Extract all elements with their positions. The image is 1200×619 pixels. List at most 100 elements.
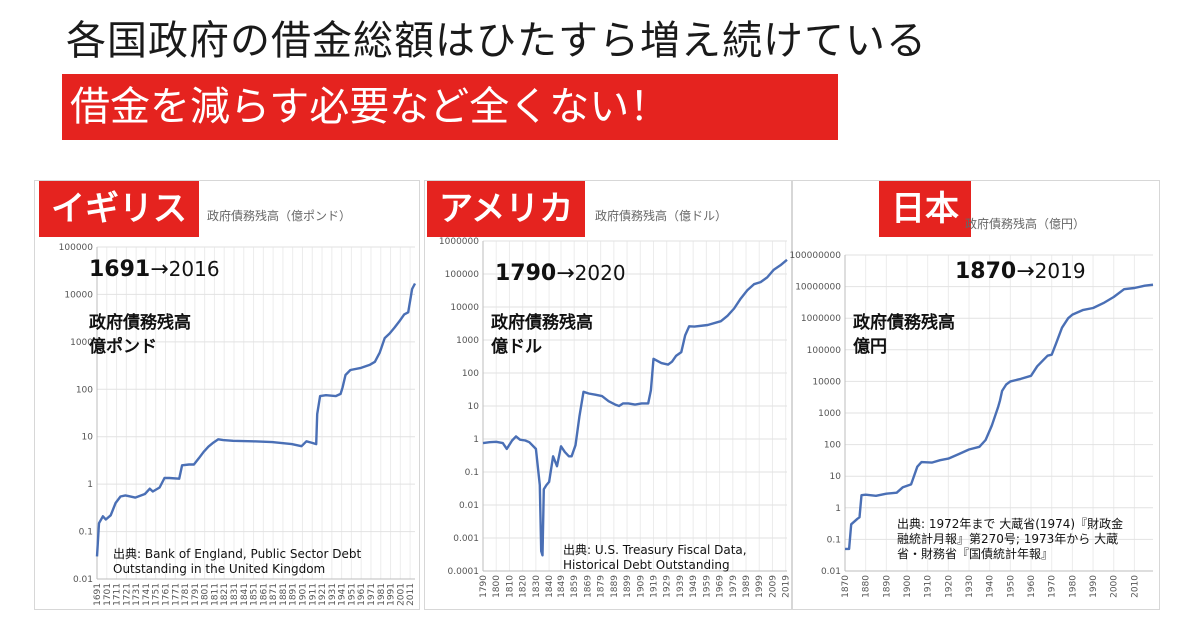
- y-tick-label: 0.001: [453, 534, 479, 544]
- x-tick-label: 1851: [250, 583, 260, 606]
- series-line: [845, 283, 1154, 551]
- y-tick-label: 0.0001: [448, 567, 480, 577]
- y-tick-label: 1000: [70, 338, 93, 348]
- period-end: 2020: [574, 261, 626, 285]
- x-tick-label: 1961: [357, 583, 367, 606]
- arrow: →: [150, 257, 169, 282]
- period-start: 1790: [495, 261, 557, 286]
- x-tick-label: 1761: [161, 583, 171, 606]
- source-note: 出典: U.S. Treasury Fiscal Data, Historica…: [563, 543, 747, 572]
- y-tick-label: 10000: [64, 290, 93, 300]
- x-tick-label: 1801: [201, 583, 211, 606]
- x-tick-label: 1881: [279, 583, 289, 606]
- x-tick-label: 1990: [1089, 575, 1099, 598]
- desc-line-1: 政府債務残高: [491, 313, 593, 333]
- chart-panel-us: アメリカ 政府債務残高（億ドル） 0.0001 0.001 0.01 0.1 1 10 10…: [424, 180, 792, 610]
- x-tick-label: 1921: [318, 583, 328, 606]
- x-tick-label: 1831: [230, 583, 240, 606]
- y-tick-label: 1: [835, 504, 841, 514]
- y-tick-label: 10: [830, 472, 842, 482]
- subline-banner: 借金を減らす必要など全くない！: [62, 74, 838, 140]
- series-description: 政府債務残高 億ドル: [491, 311, 593, 359]
- x-tick-label: 1889: [610, 575, 620, 598]
- x-tick-label: 1950: [1006, 575, 1016, 598]
- x-tick-label: 1899: [623, 575, 633, 598]
- chart-panel-uk: イギリス 政府債務残高（億ポンド） 0.01 0.1 1 10 100 1000 10000…: [34, 180, 420, 610]
- period-label: 1870→2019: [955, 259, 1086, 284]
- x-tick-label: 1711: [113, 583, 123, 606]
- y-tick-label: 0.1: [79, 528, 93, 538]
- x-tick-label: 1781: [181, 583, 191, 606]
- period-start: 1691: [89, 257, 151, 282]
- x-tick-label: 1890: [882, 575, 892, 598]
- y-tick-label: 100000: [445, 270, 480, 280]
- y-tick-label: 0.01: [73, 575, 93, 585]
- desc-line-1: 政府債務残高: [89, 313, 191, 333]
- x-tick-label: 1861: [259, 583, 269, 606]
- x-tick-label: 1941: [338, 583, 348, 606]
- arrow: →: [1016, 259, 1035, 284]
- x-tick-label: 1879: [597, 575, 607, 598]
- x-tick-label: 1969: [716, 575, 726, 598]
- x-tick-label: 1971: [367, 583, 377, 606]
- x-tick-label: 1989: [742, 575, 752, 598]
- x-tick-label: 2000: [1110, 575, 1120, 598]
- series-description: 政府債務残高 億円: [853, 311, 955, 359]
- y-tick-label: 1: [87, 480, 93, 490]
- y-tick-label: 100000: [807, 346, 842, 356]
- x-tick-label: 1960: [1027, 575, 1037, 598]
- y-axis-title: 政府債務残高（億ポンド）: [207, 209, 352, 223]
- x-tick-label: 1771: [171, 583, 181, 606]
- y-tick-label: 1000: [456, 336, 479, 346]
- x-tick-label: 1909: [636, 575, 646, 598]
- x-tick-label: 1820: [519, 575, 529, 598]
- x-tick-label: 1800: [492, 575, 502, 598]
- x-tick-label: 1840: [545, 575, 555, 598]
- x-tick-label: 1810: [505, 575, 515, 598]
- period-end: 2016: [168, 257, 220, 281]
- y-tick-label: 0.1: [465, 468, 479, 478]
- y-tick-label: 0.1: [827, 535, 841, 545]
- x-tick-label: 1871: [269, 583, 279, 606]
- y-tick-label: 1: [473, 435, 479, 445]
- series-line: [482, 258, 788, 557]
- source-note: 出典: 1972年まで 大蔵省(1974)『財政金 融統計月報』第270号; 1…: [897, 517, 1124, 561]
- y-axis-title: 政府債務残高（億ドル）: [595, 209, 728, 223]
- y-tick-label: 10: [82, 433, 94, 443]
- y-tick-label: 100: [824, 441, 841, 451]
- period-start: 1870: [955, 259, 1017, 284]
- x-tick-label: 1751: [152, 583, 162, 606]
- x-tick-label: 1959: [702, 575, 712, 598]
- y-axis-title: 政府債務残高（億円）: [965, 217, 1086, 231]
- x-tick-label: 1731: [132, 583, 142, 606]
- x-tick-label: 1939: [676, 575, 686, 598]
- x-tick-label: 1821: [220, 583, 230, 606]
- x-tick-label: 1979: [729, 575, 739, 598]
- arrow: →: [556, 261, 575, 286]
- chart-panel-japan: 日本 政府債務残高（億円） 0.01 0.1 1 10 100 1000 10000 1000…: [789, 180, 1160, 610]
- y-tick-label: 100000: [59, 243, 94, 253]
- y-tick-label: 100: [462, 369, 479, 379]
- x-tick-label: 1949: [689, 575, 699, 598]
- y-tick-label: 10000: [812, 377, 841, 387]
- x-tick-label: 1970: [1048, 575, 1058, 598]
- x-tick-label: 1721: [122, 583, 132, 606]
- x-tick-label: 1981: [377, 583, 387, 606]
- x-tick-label: 1790: [479, 575, 489, 598]
- x-tick-label: 1870: [841, 575, 851, 598]
- y-tick-label: 100: [76, 385, 93, 395]
- x-tick-label: 2010: [1130, 575, 1140, 598]
- x-tick-label: 1891: [289, 583, 299, 606]
- chart-japan: 0.01 0.1 1 10 100 1000 10000 100000 1000000 10000…: [789, 251, 1154, 598]
- x-tick-label: 1900: [903, 575, 913, 598]
- x-tick-label: 1869: [583, 575, 593, 598]
- period-label: 1691→2016: [89, 257, 220, 282]
- x-tick-label: 2009: [768, 575, 778, 598]
- x-tick-label: 1859: [570, 575, 580, 598]
- x-tick-label: 1741: [142, 583, 152, 606]
- y-tick-label: 10000: [450, 303, 479, 313]
- desc-line-2: 億ポンド: [89, 337, 157, 357]
- x-tick-label: 1991: [387, 583, 397, 606]
- desc-line-1: 政府債務残高: [853, 313, 955, 333]
